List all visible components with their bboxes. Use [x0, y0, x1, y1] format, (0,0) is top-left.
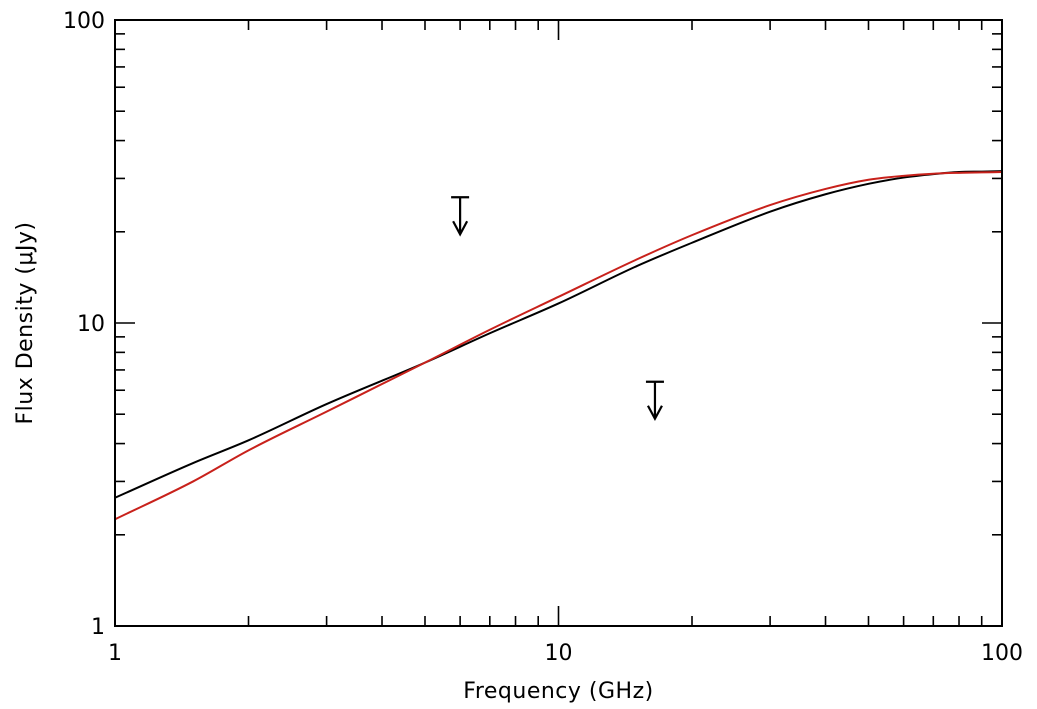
x-tick-label: 10 [545, 641, 573, 666]
y-tick-label: 1 [91, 615, 105, 640]
series-layer [114, 170, 1003, 521]
axis-ticks [114, 19, 1003, 627]
upper-limit-marker-2 [645, 380, 664, 422]
x-axis-label: Frequency (GHz) [463, 679, 653, 704]
x-tick-label: 100 [981, 641, 1023, 666]
series-line-2 [114, 171, 1003, 521]
x-tick-label: 1 [108, 641, 122, 666]
plot-frame [114, 19, 1003, 627]
tick-labels: 1 10 100 1 10 100 [63, 9, 1023, 666]
upper-limit-marker-1 [451, 196, 470, 237]
y-tick-label: 10 [77, 312, 105, 337]
y-tick-label: 100 [63, 9, 105, 34]
upper-limits-layer [451, 196, 664, 422]
y-axis-label: Flux Density (μJy) [13, 221, 38, 424]
series-line-1 [114, 170, 1003, 499]
